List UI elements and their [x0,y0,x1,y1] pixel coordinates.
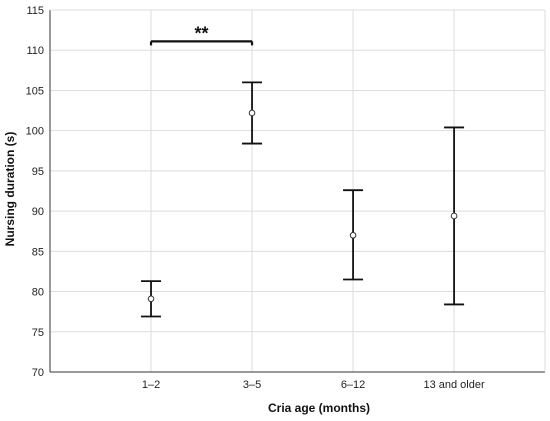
y-tick-label: 95 [32,166,44,178]
mean-point [450,212,458,220]
y-tick-label: 110 [26,45,44,57]
y-tick-label: 80 [32,287,44,299]
x-tick-label: 3–5 [243,379,261,391]
mean-point [147,295,155,303]
annotations: ** [149,23,254,46]
x-tick-label: 13 and older [423,379,484,391]
y-tick-label: 115 [26,5,44,17]
x-tick-labels: 1–2 3–5 6–12 13 and older [142,379,485,391]
y-tick-label: 75 [32,327,44,339]
y-axis-title: Nursing duration (s) [3,132,17,247]
y-tick-label: 100 [26,126,44,138]
y-tick-label: 90 [32,206,44,218]
y-tick-label: 85 [32,246,44,258]
y-tick-labels: 70 75 80 85 90 95 100 105 110 115 [26,5,44,379]
mean-point [248,109,256,117]
grid-lines [50,9,545,373]
plot-frame [49,9,546,373]
y-tick-label: 70 [32,367,44,379]
data-points [147,109,458,303]
x-tick-label: 1–2 [142,379,160,391]
error-bars [141,81,465,318]
y-tick-label: 105 [26,85,44,97]
x-tick-label: 6–12 [341,379,365,391]
significance-label: ** [195,23,209,43]
mean-point [349,231,357,239]
x-axis-title: Cria age (months) [268,401,370,415]
